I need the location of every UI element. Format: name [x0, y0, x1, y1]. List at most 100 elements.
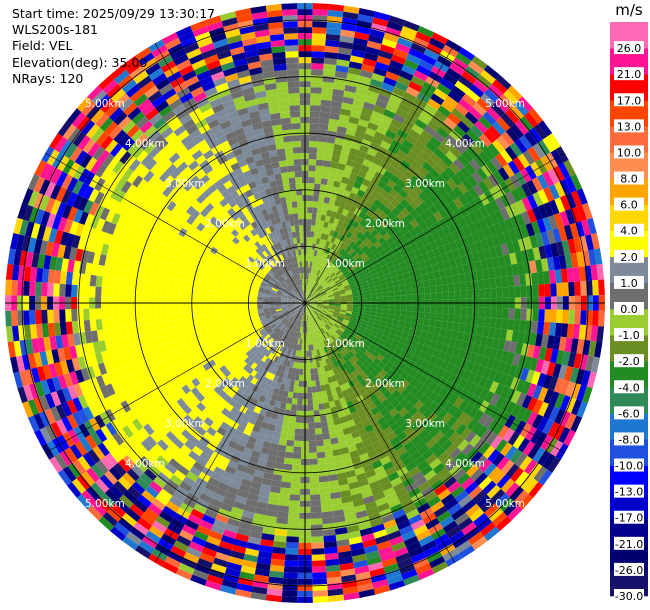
velocity-gate	[310, 326, 314, 333]
velocity-gate	[378, 369, 388, 378]
velocity-gate	[298, 326, 301, 333]
velocity-gate	[436, 306, 443, 314]
velocity-gate	[447, 112, 461, 126]
velocity-gate	[429, 152, 442, 164]
velocity-gate	[269, 564, 285, 573]
velocity-gate	[325, 323, 332, 330]
velocity-gate	[348, 405, 357, 414]
velocity-gate	[142, 377, 153, 389]
velocity-gate	[358, 242, 366, 250]
velocity-gate	[353, 181, 362, 190]
velocity-gate	[533, 124, 548, 140]
velocity-gate	[359, 379, 368, 388]
velocity-gate	[369, 116, 381, 126]
velocity-gate	[405, 392, 415, 403]
velocity-gate	[320, 420, 328, 428]
velocity-gate	[260, 282, 268, 287]
velocity-gate	[232, 500, 246, 511]
velocity-gate	[320, 99, 332, 107]
velocity-gate	[88, 390, 100, 404]
velocity-gate	[499, 207, 511, 221]
velocity-gate	[432, 462, 446, 475]
velocity-gate	[117, 428, 129, 442]
velocity-gate	[367, 474, 379, 484]
velocity-gate	[428, 556, 446, 569]
velocity-gate	[240, 432, 250, 442]
velocity-gate	[220, 357, 229, 366]
velocity-gate	[510, 390, 522, 404]
velocity-gate	[536, 218, 547, 234]
velocity-gate	[165, 500, 180, 513]
velocity-gate	[99, 474, 114, 489]
velocity-gate	[256, 413, 265, 422]
velocity-gate	[412, 305, 419, 312]
velocity-gate	[465, 281, 473, 291]
velocity-gate	[311, 548, 325, 555]
velocity-gate	[277, 290, 284, 294]
velocity-gate	[285, 445, 294, 453]
velocity-gate	[477, 250, 486, 261]
velocity-gate	[208, 263, 217, 271]
velocity-gate	[387, 211, 397, 221]
velocity-gate	[387, 124, 400, 135]
velocity-gate	[380, 283, 388, 289]
velocity-gate	[333, 290, 340, 295]
velocity-gate	[218, 257, 226, 265]
velocity-gate	[341, 145, 352, 154]
velocity-gate	[361, 107, 374, 117]
velocity-gate	[310, 305, 316, 309]
velocity-gate	[278, 438, 287, 446]
velocity-gate	[161, 284, 169, 293]
velocity-gate	[386, 164, 397, 175]
velocity-gate	[164, 262, 173, 271]
velocity-gate	[339, 384, 347, 392]
velocity-gate	[334, 321, 341, 327]
velocity-gate	[424, 243, 433, 253]
velocity-gate	[520, 285, 527, 298]
velocity-gate	[328, 263, 335, 270]
velocity-gate	[197, 311, 204, 318]
velocity-gate	[298, 374, 304, 381]
velocity-gate	[259, 382, 267, 390]
velocity-gate	[313, 310, 319, 316]
velocity-gate	[80, 224, 91, 239]
velocity-gate	[190, 396, 201, 407]
velocity-gate	[362, 495, 376, 505]
velocity-gate	[356, 189, 366, 198]
velocity-gate	[185, 424, 196, 436]
velocity-gate	[114, 268, 123, 279]
velocity-gate	[324, 148, 334, 156]
velocity-gate	[292, 311, 298, 317]
velocity-gate	[77, 308, 84, 321]
velocity-gate	[153, 476, 167, 489]
velocity-gate	[310, 93, 322, 100]
velocity-gate	[447, 90, 463, 104]
velocity-gate	[283, 566, 299, 573]
velocity-gate	[392, 216, 401, 226]
velocity-gate	[320, 384, 327, 392]
velocity-gate	[290, 404, 297, 411]
velocity-gate	[373, 105, 386, 115]
velocity-gate	[317, 285, 323, 291]
nrays-text: NRays: 120	[12, 70, 84, 86]
velocity-gate	[125, 288, 132, 299]
velocity-gate	[354, 504, 367, 514]
velocity-gate	[337, 378, 344, 387]
velocity-gate	[470, 124, 484, 138]
velocity-gate	[468, 485, 483, 500]
velocity-gate	[351, 311, 359, 316]
velocity-gate	[101, 318, 109, 330]
velocity-gate	[156, 455, 169, 468]
velocity-gate	[237, 325, 245, 331]
velocity-gate	[476, 97, 491, 112]
velocity-gate	[526, 208, 537, 223]
velocity-gate	[368, 265, 376, 272]
velocity-gate	[327, 425, 336, 433]
velocity-gate	[219, 476, 232, 486]
velocity-gate	[223, 416, 233, 426]
velocity-gate	[313, 249, 318, 257]
velocity-gate	[458, 323, 466, 333]
velocity-gate	[350, 186, 360, 195]
velocity-gate	[308, 320, 311, 327]
velocity-gate	[288, 385, 295, 393]
